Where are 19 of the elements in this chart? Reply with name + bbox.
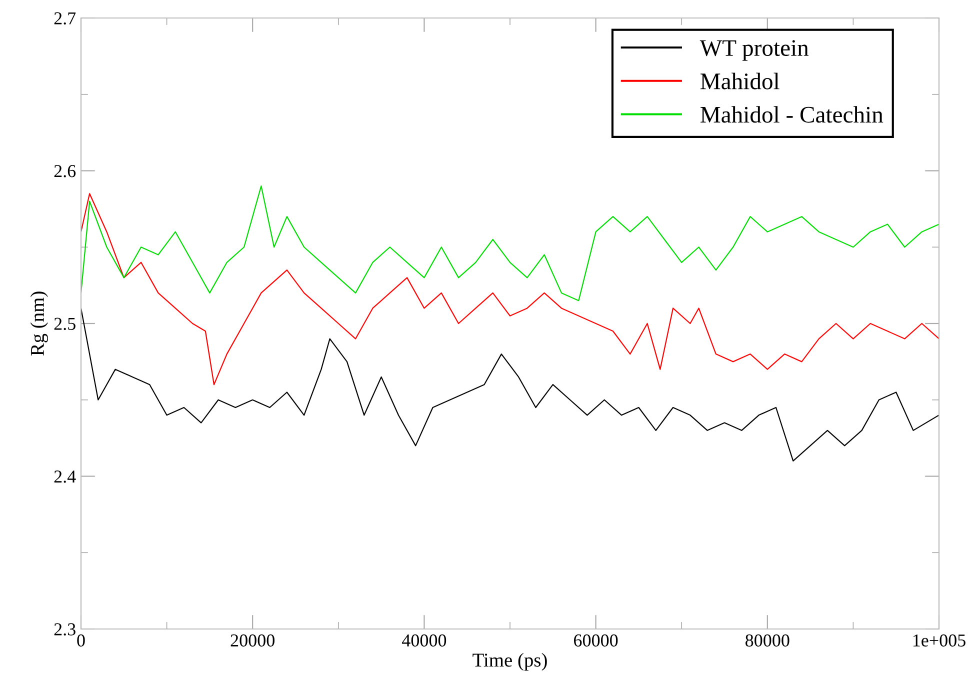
x-tick-label: 80000 [746,634,790,647]
x-tick-label: 20000 [230,634,274,647]
y-tick-label: 2.6 [54,165,76,178]
line-series [81,308,939,462]
y-tick-label: 2.3 [54,623,76,636]
y-tick-label: 2.4 [54,470,76,483]
y-tick-label: 2.7 [54,12,76,25]
legend-label: Mahidol [700,72,780,90]
x-tick-label: 1e+005 [913,634,966,647]
x-tick-label: 40000 [402,634,446,647]
x-tick-label: 0 [77,634,85,647]
y-tick-label: 2.5 [54,318,76,330]
line-series [81,193,939,386]
legend-label: Mahidol - Catechin [700,106,884,123]
x-axis-title: Time (ps) [472,653,547,671]
line-series [81,185,939,302]
y-axis-title: Rg (nm) [30,292,48,356]
x-tick-label: 60000 [574,634,618,647]
legend-label: WT protein [700,40,809,61]
